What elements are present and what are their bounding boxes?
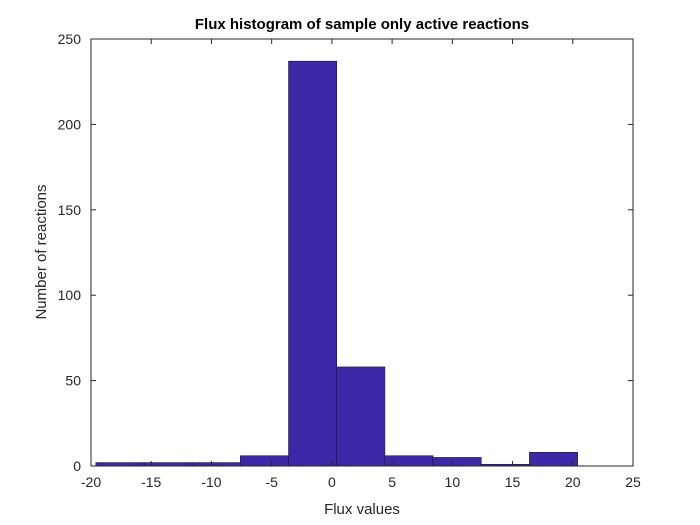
x-axis-ticks: -20 -15 -10 -5 0 5 10 15 20 25 (81, 39, 641, 490)
histogram-bar-2 (191, 462, 241, 467)
x-tick-label: -10 (201, 474, 221, 490)
x-tick-label: 0 (328, 474, 336, 490)
y-tick-label: 100 (58, 287, 82, 303)
x-tick-label: 20 (565, 474, 581, 490)
histogram-bar-5 (336, 366, 386, 467)
histogram-bar-7 (432, 457, 482, 467)
x-axis-label: Flux values (324, 501, 400, 518)
histogram-bar-9 (529, 452, 578, 467)
x-tick-label: 15 (505, 474, 521, 490)
chart-title: Flux histogram of sample only active rea… (195, 16, 529, 33)
y-axis-label: Number of reactions (33, 184, 50, 319)
histogram-bar-3 (240, 455, 289, 467)
x-tick-label: 25 (625, 474, 641, 490)
y-axis-ticks: 0 50 100 150 200 250 (58, 31, 633, 474)
histogram-bar-4 (288, 60, 338, 467)
y-tick-label: 0 (73, 458, 81, 474)
x-tick-label: -20 (81, 474, 101, 490)
y-tick-label: 50 (65, 373, 81, 389)
histogram-bar-0 (95, 462, 145, 467)
y-tick-label: 250 (58, 31, 82, 47)
x-tick-label: 5 (388, 474, 396, 490)
y-tick-label: 200 (58, 116, 82, 132)
axes-box (90, 38, 634, 467)
x-tick-label: -5 (265, 474, 278, 490)
y-tick-label: 150 (58, 202, 82, 218)
x-tick-label: -15 (141, 474, 161, 490)
x-tick-label: 10 (445, 474, 461, 490)
